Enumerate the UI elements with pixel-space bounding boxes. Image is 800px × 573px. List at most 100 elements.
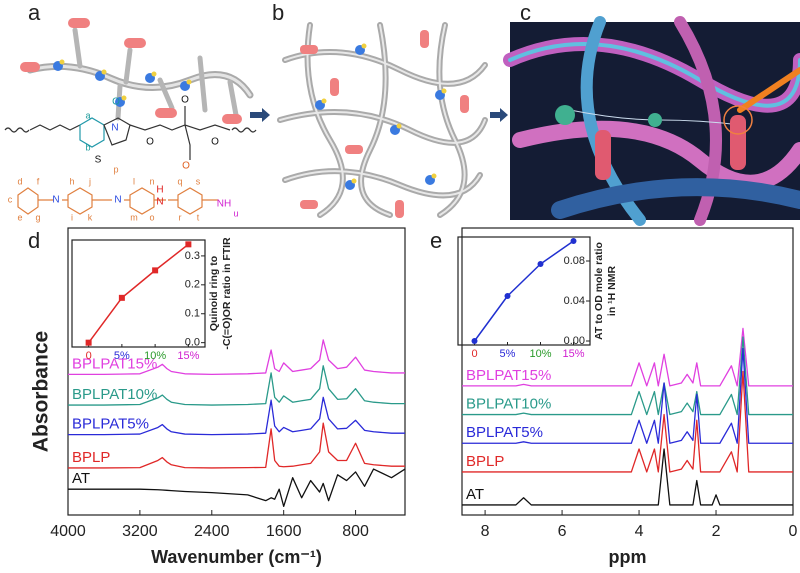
- x-axis-label: ppm: [609, 547, 647, 567]
- panel-label: e: [430, 228, 442, 253]
- atom-label: O: [181, 95, 189, 106]
- y-tick-label: 0.04: [564, 295, 585, 307]
- series-label: BPLP: [466, 453, 504, 470]
- y-axis-label: AT to OD mole ratio: [593, 242, 605, 340]
- x-tick-label: 15%: [177, 350, 199, 362]
- proton-label: q: [177, 176, 182, 186]
- series-label: BPLPAT15%: [72, 355, 157, 372]
- y-tick-label: 0.00: [564, 335, 585, 347]
- series-label: BPLPAT10%: [466, 396, 551, 413]
- x-tick-label: 5%: [114, 350, 130, 362]
- x-tick-label: 0: [789, 523, 798, 540]
- panel-label: d: [28, 228, 40, 253]
- atom-label: O: [211, 137, 219, 148]
- panel-label: a: [28, 0, 41, 25]
- y-axis-label: Absorbance: [30, 331, 53, 452]
- plot-frame: [67, 227, 406, 516]
- x-tick-label: 3200: [122, 523, 158, 540]
- x-tick-label: 10%: [529, 348, 551, 360]
- atom-label: O: [182, 161, 190, 172]
- proton-label: u: [233, 208, 238, 218]
- proton-label: k: [88, 212, 93, 222]
- series-line: [68, 339, 405, 376]
- series-label: BPLPAT10%: [72, 386, 157, 403]
- marker: [118, 294, 125, 301]
- y-tick-label: 0.08: [564, 255, 585, 267]
- series-line: [462, 347, 793, 444]
- proton-label: r: [179, 212, 182, 222]
- marker: [85, 339, 92, 346]
- x-tick-label: 10%: [144, 350, 166, 362]
- series-line: [473, 240, 574, 342]
- arrows: [250, 108, 508, 122]
- proton-label: h: [69, 176, 74, 186]
- proton-label: d: [17, 176, 22, 186]
- marker: [504, 293, 511, 299]
- proton-label: a: [85, 110, 90, 120]
- marker: [570, 238, 577, 244]
- y-tick-label: 0.0: [185, 337, 200, 349]
- atom-label: N: [52, 195, 59, 206]
- atom-label: O: [146, 137, 154, 148]
- proton-label: b: [85, 142, 90, 152]
- marker: [185, 241, 192, 248]
- atom-label: S: [95, 155, 102, 166]
- series-line: [88, 243, 189, 344]
- panel-label: c: [520, 0, 531, 25]
- proton-label: l: [133, 176, 135, 186]
- x-tick-label: 0: [86, 350, 92, 362]
- plot-frame: [71, 239, 206, 348]
- marker: [152, 267, 159, 274]
- proton-label: g: [35, 212, 40, 222]
- y-tick-label: 0.3: [185, 250, 200, 262]
- plot-frame: [461, 227, 794, 516]
- proton-label: e: [17, 212, 22, 222]
- x-axis-label: Wavenumber (cm⁻¹): [151, 547, 322, 567]
- x-tick-label: 15%: [562, 348, 584, 360]
- x-tick-label: 6: [558, 523, 567, 540]
- series-line: [68, 396, 405, 436]
- series-label: BPLP: [72, 449, 110, 466]
- marker: [537, 261, 544, 267]
- series-label: AT: [72, 470, 90, 487]
- atom-label: N: [111, 123, 118, 134]
- proton-label: t: [197, 212, 200, 222]
- chemical-structure: [4, 106, 257, 215]
- proton-label: p: [113, 164, 118, 174]
- x-tick-label: 2: [712, 523, 721, 540]
- series-line: [68, 468, 406, 508]
- atom-label: O: [112, 97, 120, 108]
- y-axis-label: in ¹H NMR: [606, 266, 618, 317]
- atom-label: N: [114, 195, 121, 206]
- x-tick-label: 4000: [50, 523, 86, 540]
- proton-label: s: [196, 176, 201, 186]
- atom-label: NH: [217, 199, 231, 210]
- network-illustration-b: [277, 22, 488, 218]
- x-tick-label: 2400: [194, 523, 230, 540]
- series-label: BPLPAT15%: [466, 367, 551, 384]
- x-tick-label: 800: [342, 523, 369, 540]
- proton-label: c: [8, 194, 13, 204]
- atom-label: H: [156, 185, 163, 196]
- panel-label: b: [272, 0, 284, 25]
- proton-label: j: [88, 176, 91, 186]
- neural-scene-c: [503, 16, 800, 226]
- x-tick-label: 1600: [266, 523, 302, 540]
- x-tick-label: 8: [481, 523, 490, 540]
- marker: [471, 338, 478, 344]
- x-tick-label: 4: [635, 523, 644, 540]
- series-line: [462, 327, 793, 387]
- series-line: [462, 336, 793, 416]
- y-axis-label: -C(=O)OR ratio in FTIR: [221, 237, 233, 350]
- proton-label: f: [37, 176, 40, 186]
- x-tick-label: 0: [471, 348, 477, 360]
- polymer-illustration-a: [20, 18, 254, 124]
- series-line: [68, 422, 405, 469]
- y-tick-label: 0.2: [185, 279, 200, 291]
- series-label: AT: [466, 486, 484, 503]
- series-line: [462, 370, 793, 473]
- proton-label: o: [149, 212, 154, 222]
- x-tick-label: 5%: [500, 348, 516, 360]
- atom-label: N: [156, 197, 163, 208]
